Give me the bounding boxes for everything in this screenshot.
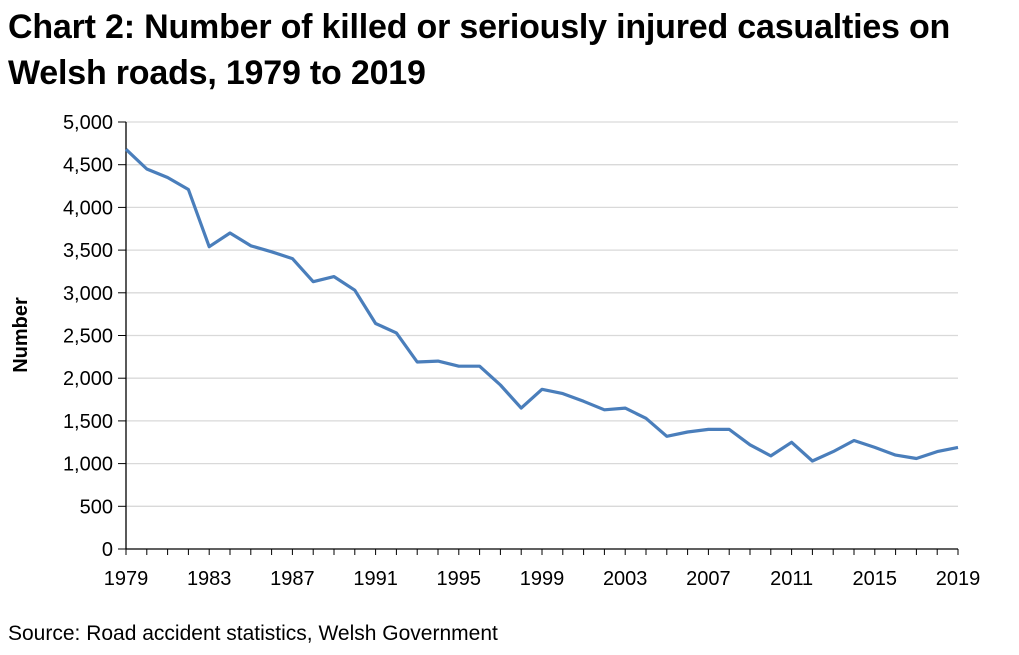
x-axis: 1979 1983 1987 1991 1995 1999 2003 2007 2011 2015… <box>104 548 981 590</box>
y-tick-label: 3,500 <box>63 240 113 262</box>
series-line <box>124 148 959 463</box>
x-tick-label: 2003 <box>603 568 648 590</box>
x-tick-label: 1995 <box>437 568 482 590</box>
y-tick-label: 4,500 <box>63 155 113 177</box>
gridlines <box>126 121 958 507</box>
x-tick-label: 2011 <box>770 568 813 590</box>
x-tick-label: 2007 <box>686 568 731 590</box>
x-tick-label: 1999 <box>520 568 565 590</box>
x-tick-label: 1983 <box>187 568 232 590</box>
source-note: Source: Road accident statistics, Welsh … <box>8 622 498 645</box>
y-tick-label: 4,000 <box>63 197 113 219</box>
y-tick-label: 500 <box>80 496 113 518</box>
data-points <box>125 148 960 463</box>
y-tick-label: 1,500 <box>63 411 113 433</box>
x-tick-label: 1987 <box>270 568 315 590</box>
y-tick-label: 3,000 <box>63 283 113 305</box>
x-tick-label: 1991 <box>353 568 398 590</box>
y-axis: 0 500 1,000 1,500 2,000 2,500 3,000 3,500 4,000 4… <box>63 112 127 561</box>
y-tick-label: 0 <box>102 539 113 561</box>
x-tick-label: 2019 <box>936 568 981 590</box>
y-tick-label: 5,000 <box>63 112 113 134</box>
x-tick-label: 2015 <box>853 568 898 590</box>
y-tick-label: 2,000 <box>63 368 113 390</box>
line-chart: 0 500 1,000 1,500 2,000 2,500 3,000 3,500 4,000 4… <box>10 112 981 590</box>
y-tick-label: 1,000 <box>63 454 113 476</box>
chart-title: Chart 2: Number of killed or seriously i… <box>8 8 951 92</box>
y-axis-label: Number <box>10 297 32 373</box>
x-tick-label: 1979 <box>104 568 149 590</box>
y-tick-label: 2,500 <box>63 326 113 348</box>
